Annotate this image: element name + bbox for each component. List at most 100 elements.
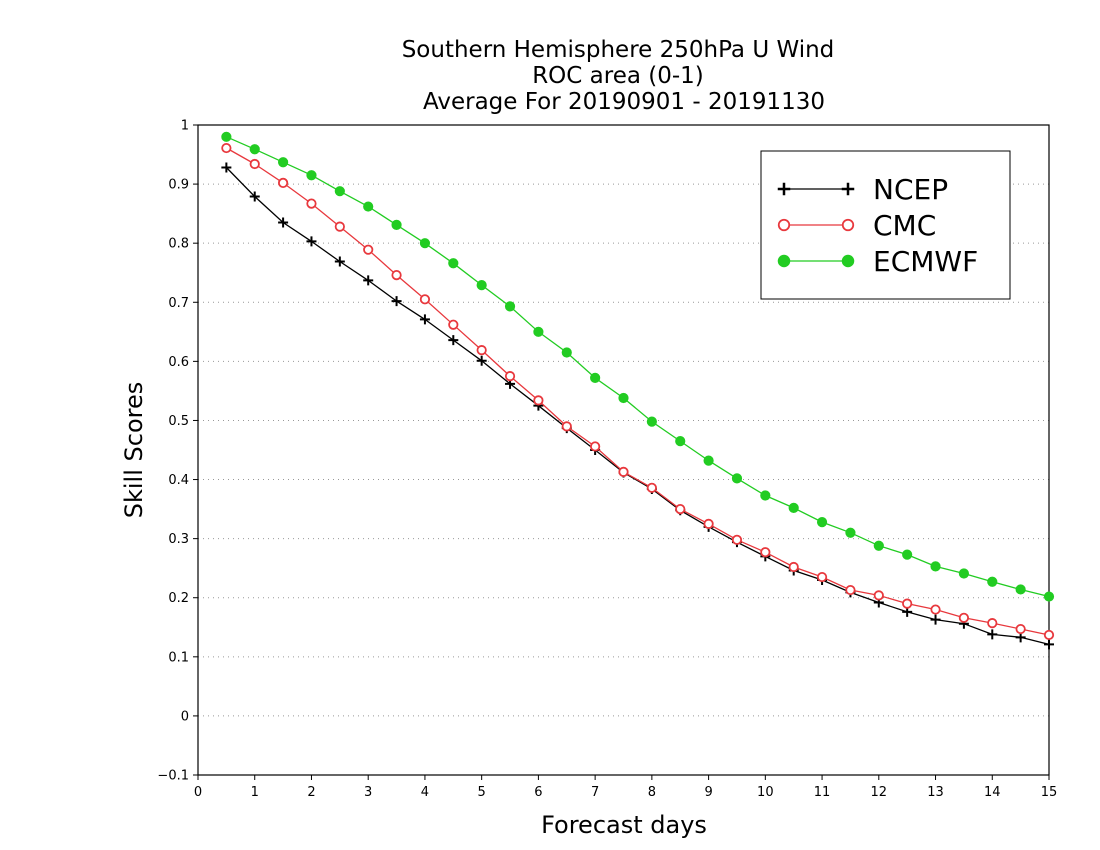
legend-entry-ncep: NCEP bbox=[777, 173, 948, 206]
series-cmc bbox=[221, 142, 1055, 641]
x-tick-label: 3 bbox=[364, 785, 372, 800]
data-point bbox=[504, 301, 516, 312]
data-point bbox=[363, 244, 374, 255]
data-point bbox=[841, 218, 855, 232]
data-point bbox=[845, 584, 856, 596]
data-point bbox=[987, 629, 998, 640]
data-point bbox=[249, 158, 260, 170]
x-tick-label: 11 bbox=[814, 785, 831, 800]
data-point bbox=[788, 561, 799, 573]
title-line-2: ROC area (0-1) bbox=[532, 63, 704, 89]
data-point bbox=[221, 142, 232, 154]
series-lines bbox=[221, 131, 1055, 650]
data-point bbox=[391, 219, 402, 230]
data-point bbox=[363, 201, 374, 212]
x-tick-label: 8 bbox=[648, 785, 656, 800]
data-point bbox=[760, 547, 771, 558]
x-tick-label: 2 bbox=[307, 785, 315, 800]
data-point bbox=[873, 540, 884, 551]
data-point bbox=[1043, 629, 1055, 641]
data-point bbox=[533, 395, 544, 406]
x-tick-label: 6 bbox=[534, 785, 542, 800]
legend-label: NCEP bbox=[873, 173, 948, 206]
data-point bbox=[419, 294, 431, 305]
data-point bbox=[788, 502, 799, 514]
chart-title: Southern Hemisphere 250hPa U Wind ROC ar… bbox=[402, 37, 835, 115]
data-point bbox=[1044, 639, 1054, 650]
data-point bbox=[533, 326, 544, 337]
data-point bbox=[561, 347, 572, 358]
data-point bbox=[731, 534, 743, 545]
data-point bbox=[306, 198, 317, 209]
data-point bbox=[777, 182, 791, 196]
y-axis-label: Skill Scores bbox=[120, 382, 148, 519]
legend-entry-cmc: CMC bbox=[777, 209, 936, 242]
data-point bbox=[419, 314, 430, 325]
data-point bbox=[363, 275, 374, 286]
data-point bbox=[930, 561, 941, 572]
data-point bbox=[777, 218, 791, 232]
data-point bbox=[476, 355, 487, 366]
x-tick-label: 12 bbox=[871, 785, 888, 800]
data-point bbox=[278, 157, 289, 168]
y-tick-label: 1 bbox=[181, 119, 189, 134]
y-tick-label: 0.9 bbox=[168, 178, 189, 193]
series-ncep bbox=[221, 162, 1054, 650]
y-tick-label: 0.1 bbox=[168, 650, 189, 665]
data-point bbox=[476, 280, 487, 291]
x-tick-label: 15 bbox=[1041, 785, 1058, 800]
axis-ticks: −0.100.10.20.30.40.50.60.70.80.910 1 2 3 4 5 6… bbox=[157, 119, 1057, 801]
data-point bbox=[249, 191, 260, 202]
series-line bbox=[226, 136, 1050, 598]
data-point bbox=[675, 503, 686, 515]
data-point bbox=[419, 238, 431, 249]
y-tick-label: 0.4 bbox=[168, 473, 189, 488]
data-point bbox=[590, 441, 601, 452]
data-point bbox=[306, 170, 317, 181]
y-tick-label: 0 bbox=[181, 709, 189, 724]
data-point bbox=[504, 371, 516, 382]
legend-label: ECMWF bbox=[873, 245, 978, 278]
y-tick-label: 0.3 bbox=[168, 532, 189, 547]
data-point bbox=[646, 482, 657, 493]
data-point bbox=[1015, 584, 1026, 595]
data-point bbox=[958, 568, 970, 579]
data-point bbox=[873, 590, 884, 601]
data-point bbox=[1015, 623, 1026, 635]
y-tick-label: 0.6 bbox=[168, 355, 189, 370]
x-axis-label: Forecast days bbox=[541, 811, 707, 839]
data-point bbox=[646, 416, 657, 427]
data-point bbox=[816, 516, 828, 528]
y-tick-label: 0.7 bbox=[168, 296, 189, 311]
data-point bbox=[277, 177, 289, 189]
data-point bbox=[590, 372, 601, 384]
y-tick-label: 0.2 bbox=[168, 591, 189, 606]
y-tick-label: −0.1 bbox=[157, 769, 189, 784]
data-point bbox=[278, 217, 289, 228]
series-ecmwf bbox=[221, 131, 1055, 602]
x-tick-label: 13 bbox=[927, 785, 944, 800]
data-point bbox=[958, 612, 970, 623]
data-point bbox=[391, 296, 402, 307]
x-tick-label: 4 bbox=[421, 785, 429, 800]
data-point bbox=[391, 269, 402, 281]
data-point bbox=[476, 345, 487, 356]
data-point bbox=[334, 186, 345, 197]
data-point bbox=[703, 518, 714, 529]
x-tick-label: 7 bbox=[591, 785, 599, 800]
data-point bbox=[987, 576, 998, 587]
data-point bbox=[221, 162, 232, 173]
data-point bbox=[448, 335, 459, 346]
data-point bbox=[845, 527, 856, 538]
data-point bbox=[675, 436, 686, 447]
grid-lines bbox=[198, 183, 1049, 717]
data-point bbox=[249, 144, 260, 155]
series-line bbox=[225, 167, 1050, 646]
data-point bbox=[703, 455, 714, 466]
legend-label: CMC bbox=[873, 209, 936, 242]
y-tick-label: 0.5 bbox=[168, 414, 189, 429]
data-point bbox=[448, 319, 459, 330]
